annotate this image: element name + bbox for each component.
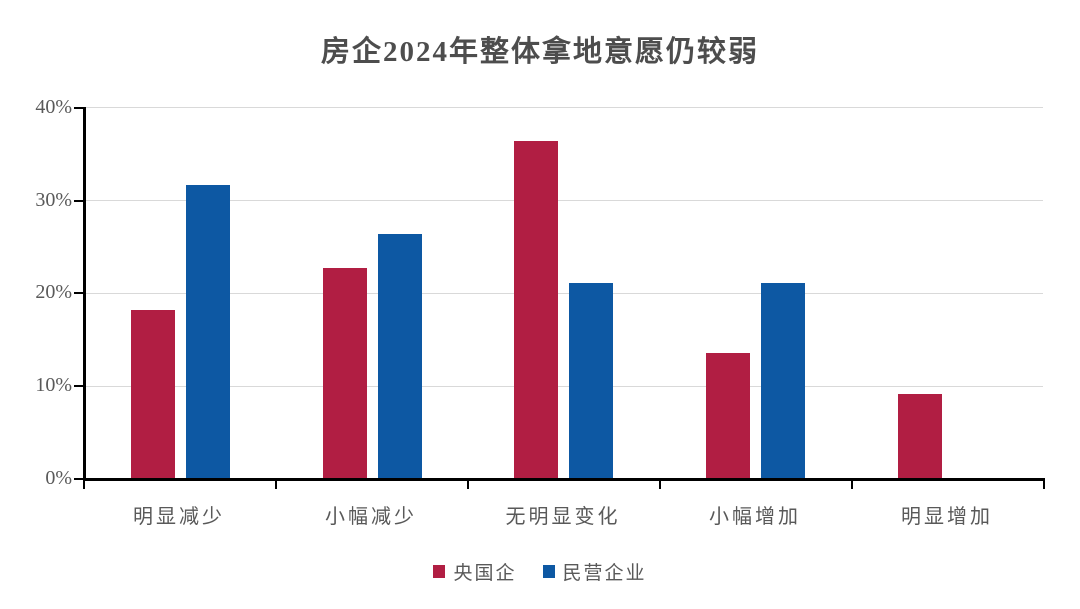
y-axis-label-10pct: 10% — [35, 374, 72, 396]
bar-group-2 — [277, 107, 469, 479]
bar-group-3 — [468, 107, 660, 479]
y-axis-line — [83, 107, 86, 481]
gridline-30pct — [85, 200, 1043, 201]
y-axis-label-40pct: 40% — [35, 96, 72, 118]
bar-民营企业-明显减少 — [186, 185, 231, 479]
x-tick-3 — [467, 481, 469, 489]
bar-groups — [85, 107, 1043, 479]
legend-swatch-red-icon — [433, 565, 446, 578]
bar-央国企-小幅减少 — [322, 267, 367, 479]
bar-央国企-小幅增加 — [706, 352, 751, 479]
x-axis-label-category-4: 小幅增加 — [709, 506, 801, 528]
y-axis-label-20pct: 20% — [35, 281, 72, 303]
x-axis-line — [83, 478, 1045, 481]
legend-item-series-1: 央国企 — [433, 558, 516, 585]
plot-area — [85, 107, 1043, 479]
x-tick-2 — [275, 481, 277, 489]
x-axis-label-category-1: 明显减少 — [133, 506, 225, 528]
x-tick-1 — [83, 481, 85, 489]
bar-央国企-无明显变化 — [514, 140, 559, 479]
y-axis-label-30pct: 30% — [35, 189, 72, 211]
y-tick-0pct — [74, 478, 83, 480]
bar-group-4 — [660, 107, 852, 479]
legend: 央国企 民营企业 — [0, 558, 1080, 585]
chart-title: 房企2024年整体拿地意愿仍较弱 — [320, 36, 759, 68]
gridline-10pct — [85, 386, 1043, 387]
x-tick-6 — [1043, 481, 1045, 489]
bar-民营企业-无明显变化 — [569, 282, 614, 479]
x-axis-label-category-2: 小幅减少 — [325, 506, 417, 528]
gridline-40pct — [85, 107, 1043, 108]
y-tick-10pct — [74, 385, 83, 387]
gridline-20pct — [85, 293, 1043, 294]
y-tick-20pct — [74, 292, 83, 294]
y-axis-label-0pct: 0% — [45, 467, 72, 489]
bar-民营企业-小幅增加 — [761, 282, 806, 479]
bar-央国企-明显减少 — [131, 309, 176, 479]
y-tick-40pct — [74, 107, 83, 109]
x-axis-label-category-3: 无明显变化 — [505, 506, 621, 528]
x-axis-label-category-5: 明显增加 — [901, 506, 993, 528]
bar-民营企业-小幅减少 — [377, 234, 422, 479]
y-tick-30pct — [74, 200, 83, 202]
legend-swatch-blue-icon — [542, 565, 555, 578]
x-tick-4 — [659, 481, 661, 489]
legend-label-series-1: 央国企 — [453, 563, 517, 584]
bar-央国企-明显增加 — [897, 394, 942, 479]
bar-group-1 — [85, 107, 277, 479]
legend-item-series-2: 民营企业 — [542, 558, 647, 585]
legend-label-series-2: 民营企业 — [562, 563, 647, 584]
bar-group-5 — [851, 107, 1043, 479]
x-tick-5 — [851, 481, 853, 489]
